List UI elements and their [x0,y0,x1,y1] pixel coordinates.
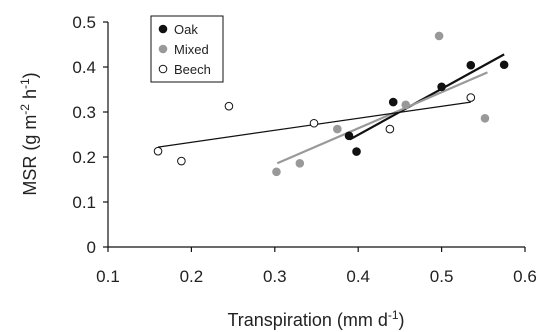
y-tick-label: 0.1 [72,193,96,212]
point-mixed [272,167,281,177]
x-tick-label: 0.1 [96,267,120,286]
y-tick-label: 0 [87,238,96,257]
legend-label-beech: Beech [174,62,211,77]
point-beech [466,93,476,102]
x-ticks: 0.1 0.2 0.3 0.4 0.5 0.6 [96,247,537,286]
point-oak [499,60,509,70]
legend-marker-mixed [158,44,168,54]
fit-line-oak [349,53,505,141]
legend-marker-beech [158,64,168,74]
point-beech [177,156,186,166]
y-tick-label: 0.5 [72,13,96,32]
legend-marker-oak [158,24,168,34]
x-axis-title: Transpiration (mm d-1) [227,308,404,330]
y-tick-label: 0.2 [72,148,96,167]
point-oak [437,82,446,92]
y-axis-title: MSR (g m-2 h-1) [18,72,40,195]
fit-line-mixed [276,71,488,165]
point-beech [309,118,319,128]
point-mixed [295,159,305,168]
legend: Oak Mixed Beech [150,15,224,83]
axes [107,22,525,248]
x-tick-label: 0.6 [513,267,537,286]
x-tick-label: 0.2 [180,267,204,286]
point-oak [344,131,354,141]
data-points [153,31,509,177]
x-tick-label: 0.4 [346,267,370,286]
point-oak [466,60,476,70]
legend-label-mixed: Mixed [174,42,209,57]
x-tick-label: 0.5 [430,267,454,286]
point-beech [224,101,234,111]
x-tick-label: 0.3 [263,267,287,286]
y-tick-label: 0.3 [72,103,96,122]
point-mixed [480,114,490,123]
legend-label-oak: Oak [174,22,198,37]
y-tick-label: 0.4 [72,58,96,77]
point-mixed [434,31,444,41]
point-beech [385,124,395,134]
point-oak [388,97,398,107]
point-mixed [401,100,411,110]
point-beech [153,146,163,156]
point-mixed [333,124,342,134]
y-ticks: 0 0.1 0.2 0.3 0.4 0.5 [72,13,108,257]
point-oak [352,147,361,156]
